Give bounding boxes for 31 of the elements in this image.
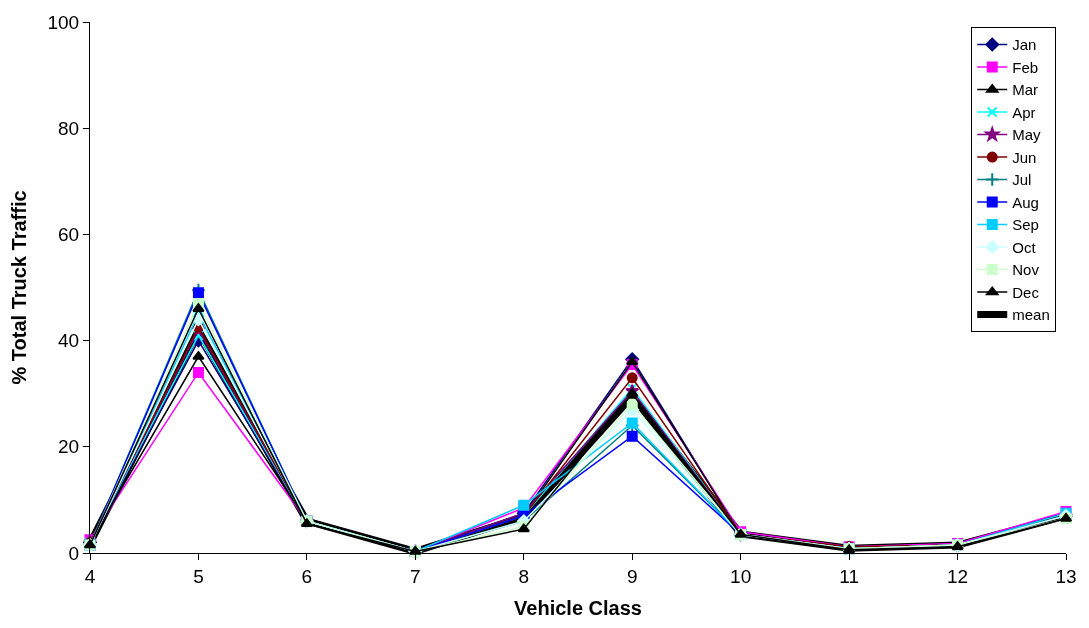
x-tick-label: 13 xyxy=(1055,565,1077,587)
x-tick-label: 6 xyxy=(301,565,313,587)
y-tick-label: 80 xyxy=(58,117,80,139)
x-axis-title: Vehicle Class xyxy=(514,597,642,620)
legend-label: Jul xyxy=(1012,171,1032,189)
legend-label: Jun xyxy=(1012,148,1037,166)
x-tick-label: 8 xyxy=(518,565,530,587)
legend-label: Apr xyxy=(1012,103,1036,121)
x-tick-label: 10 xyxy=(730,565,752,587)
y-axis-title: % Total Truck Traffic xyxy=(8,190,30,385)
y-tick-label: 20 xyxy=(58,436,80,458)
x-tick-label: 4 xyxy=(84,565,96,587)
legend-label: Jan xyxy=(1012,36,1037,54)
x-tick-label: 7 xyxy=(410,565,421,587)
legend-label: Aug xyxy=(1012,193,1039,211)
legend-label: mean xyxy=(1012,306,1050,324)
x-tick-label: 11 xyxy=(839,565,859,587)
legend-label: Oct xyxy=(1012,238,1037,256)
x-tick-label: 9 xyxy=(626,565,638,587)
legend-label: May xyxy=(1012,126,1042,144)
legend-label: Mar xyxy=(1012,81,1039,99)
legend-label: Dec xyxy=(1012,283,1040,301)
y-tick-label: 40 xyxy=(58,330,80,352)
y-tick-label: 60 xyxy=(58,224,80,246)
y-tick-label: 0 xyxy=(68,542,80,564)
legend-label: Sep xyxy=(1012,216,1039,234)
x-tick-label: 12 xyxy=(946,565,969,587)
y-tick-label: 100 xyxy=(47,11,80,33)
legend-label: Nov xyxy=(1012,261,1040,279)
x-tick-label: 5 xyxy=(193,565,204,587)
legend-label: Feb xyxy=(1012,58,1039,76)
